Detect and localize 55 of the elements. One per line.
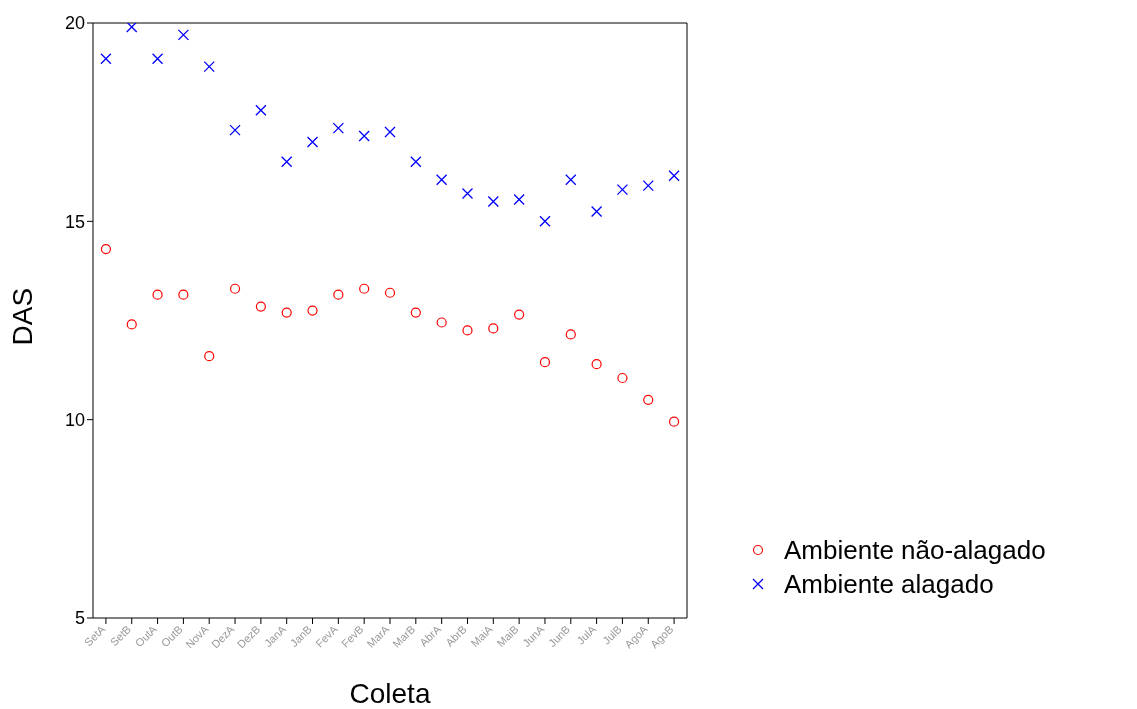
point [384,126,396,138]
point [126,319,137,330]
point [332,122,344,134]
point [461,187,474,200]
point [359,283,370,294]
point [410,307,421,318]
point [616,183,629,196]
point [539,215,551,227]
point [643,394,654,405]
point [178,289,189,300]
y-axis-title: DAS [6,287,38,346]
point [307,305,318,316]
x-tick-label: JulA [574,622,599,647]
point [229,124,241,136]
point [513,193,525,206]
point [565,174,577,186]
y-tick-label: 20 [64,13,85,34]
point [358,130,370,142]
point [462,325,473,336]
y-tick-label: 15 [64,211,85,232]
point [436,174,448,186]
point [487,195,499,208]
point [333,289,344,300]
point [203,60,215,73]
point [151,53,164,65]
point [565,329,576,340]
point [488,323,499,334]
point [514,309,525,320]
legend-label: Ambiente alagado [784,568,994,601]
point [100,53,112,65]
point [590,205,603,218]
legend-label: Ambiente não-alagado [784,534,1046,567]
y-tick-label: 10 [64,410,85,431]
point [255,301,266,312]
x-axis-title: Coleta [349,678,431,709]
point [436,317,447,328]
point [591,359,602,370]
point [539,357,551,368]
point [306,136,319,148]
point [229,283,241,294]
point [410,156,422,168]
point [126,23,138,33]
point [668,170,680,182]
point [642,179,654,192]
point [100,244,112,255]
point [617,372,628,384]
point [668,416,680,427]
point [281,156,293,168]
point [204,351,215,362]
point [281,307,292,318]
point [177,29,190,41]
point [255,104,267,116]
point [152,289,163,300]
point [384,287,396,298]
y-tick-label: 5 [74,608,85,629]
